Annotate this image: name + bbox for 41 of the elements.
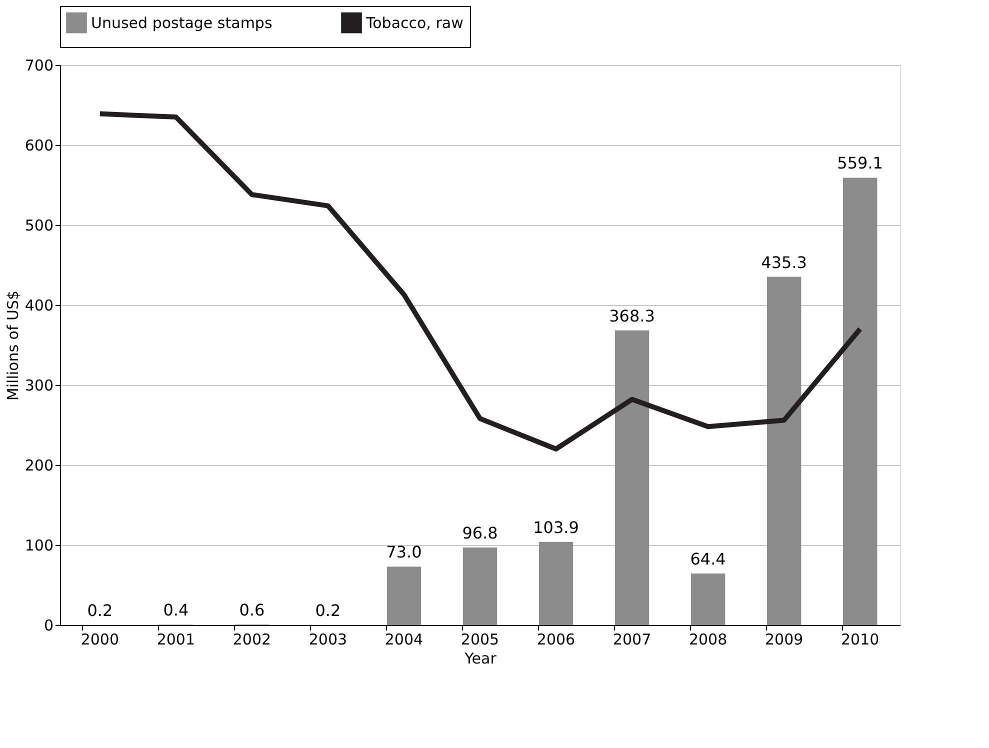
x-tick-label: 2007	[612, 630, 652, 648]
data-label: 0.4	[163, 600, 189, 620]
x-tick-label: 2010	[840, 630, 880, 648]
y-tick-label: 500	[24, 216, 54, 234]
data-label: 64.4	[690, 549, 726, 568]
data-label: 559.1	[837, 154, 883, 173]
legend-label: Unused postage stamps	[91, 14, 272, 32]
data-label: 0.6	[239, 600, 265, 620]
legend-label: Tobacco, raw	[365, 14, 464, 32]
y-tick-label: 200	[24, 456, 54, 474]
y-tick-label: 400	[24, 296, 54, 314]
x-axis-title: Year	[464, 650, 498, 668]
bar	[766, 276, 802, 625]
x-tick-label: 2005	[460, 630, 500, 648]
data-label: 96.8	[462, 524, 498, 543]
x-tick-label: 2002	[232, 630, 272, 648]
y-axis-title: Millions of US$	[4, 290, 22, 401]
y-tick-label: 100	[24, 536, 54, 554]
y-tick-label: 300	[24, 376, 54, 394]
y-tick-label: 0	[44, 616, 54, 634]
x-tick-label: 2004	[384, 630, 424, 648]
y-tick-label: 700	[24, 56, 54, 74]
data-label: 435.3	[761, 252, 807, 272]
data-label: 0.2	[315, 600, 341, 620]
data-label: 0.2	[87, 600, 113, 620]
data-label: 368.3	[609, 306, 655, 326]
bar	[842, 178, 878, 625]
y-tick-label: 600	[24, 136, 54, 154]
data-label: 73.0	[386, 542, 422, 562]
data-label: 103.9	[533, 518, 579, 537]
bar	[462, 548, 498, 625]
x-tick-label: 2006	[536, 630, 576, 648]
x-tick-label: 2008	[688, 630, 728, 648]
bar	[386, 566, 422, 625]
x-tick-label: 2003	[308, 630, 348, 648]
bar	[690, 573, 726, 625]
bar	[614, 330, 650, 625]
x-tick-label: 2009	[764, 630, 804, 648]
bar	[538, 542, 574, 625]
x-tick-label: 2001	[156, 630, 196, 648]
x-tick-label: 2000	[80, 630, 120, 648]
